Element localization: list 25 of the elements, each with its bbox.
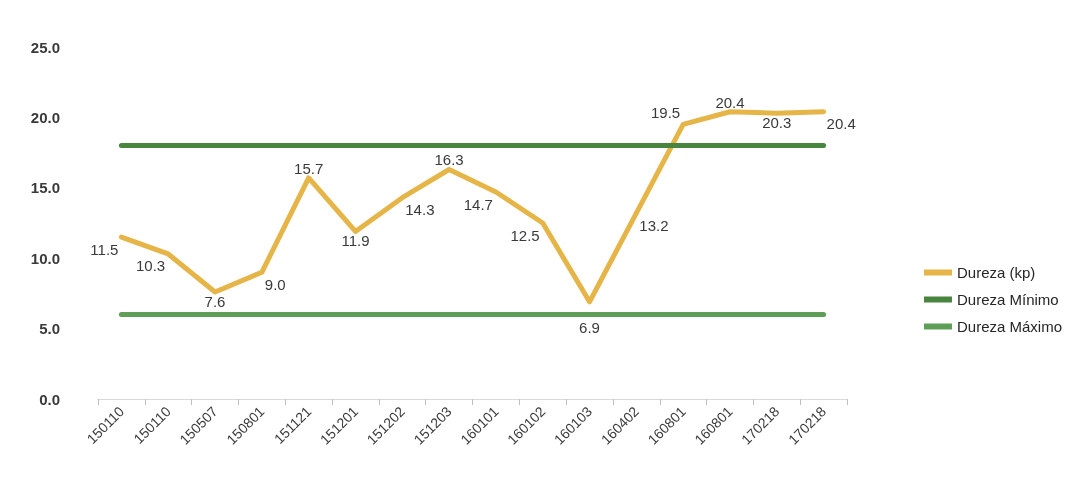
y-tick-label: 0.0 — [39, 390, 60, 408]
legend-label: Dureza (kp) — [956, 264, 1036, 281]
data-label: 20.4 — [715, 93, 745, 111]
data-label: 16.3 — [434, 151, 464, 169]
data-label: 20.4 — [826, 115, 856, 133]
data-label: 10.3 — [136, 257, 166, 275]
data-label: 6.9 — [579, 318, 600, 336]
legend-label: Dureza Mínimo — [956, 291, 1059, 308]
data-label: 12.5 — [510, 226, 540, 244]
data-label: 20.3 — [762, 114, 792, 132]
y-tick-label: 15.0 — [30, 179, 60, 197]
y-tick-label: 20.0 — [30, 108, 60, 126]
data-label: 13.2 — [639, 216, 669, 234]
y-tick-label: 10.0 — [30, 249, 60, 267]
data-label: 7.6 — [204, 292, 226, 310]
data-label: 15.7 — [294, 159, 324, 177]
data-label: 14.3 — [405, 201, 435, 219]
y-tick-label: 5.0 — [39, 320, 60, 338]
data-label: 11.5 — [90, 240, 119, 258]
legend-label: Dureza Máximo — [956, 318, 1062, 335]
data-label: 9.0 — [264, 275, 286, 293]
data-label: 11.9 — [341, 232, 370, 250]
y-tick-label: 25.0 — [30, 38, 60, 56]
data-label: 19.5 — [650, 103, 681, 121]
data-label: 14.7 — [463, 195, 493, 213]
